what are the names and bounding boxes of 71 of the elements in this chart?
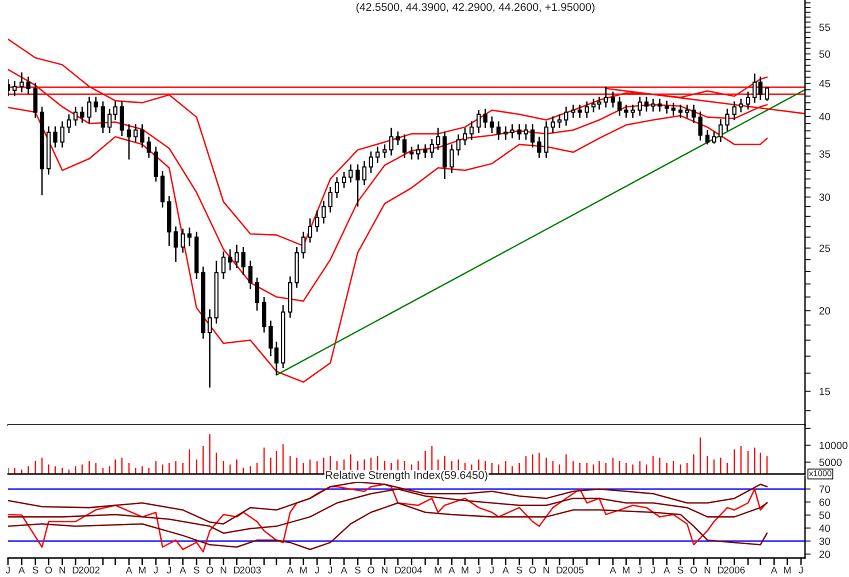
chart-title: (42.5500, 44.3900, 42.2900, 44.2600, +1.95000)	[356, 2, 594, 14]
x-tick-label: 2002	[78, 566, 100, 574]
x-tick-label: N	[382, 566, 388, 574]
y-tick-label: 5000	[819, 458, 842, 466]
x-tick-label: S	[516, 566, 522, 574]
y-tick-label: 70	[819, 486, 830, 493]
y-tick-label: 45	[819, 80, 830, 88]
y-tick-label: 40	[819, 524, 830, 532]
x-tick-label: A	[610, 566, 616, 574]
x-tick-label: N	[704, 566, 710, 574]
x-tick-label: J	[166, 566, 171, 574]
x-tick-label: 2006	[724, 566, 745, 574]
y-tick-label: 40	[819, 112, 830, 120]
x-tick-label: O	[368, 566, 374, 574]
x-tick-label: 2004	[401, 566, 422, 574]
x-tick-label: 2003	[240, 566, 261, 574]
x-tick-label: A	[502, 566, 509, 574]
x-tick-label: J	[638, 566, 642, 574]
y-tick-label: 30	[819, 194, 830, 201]
x-tick-label: J	[650, 566, 655, 574]
y-tick-label: 10000	[820, 442, 848, 450]
x-tick-label: S	[678, 566, 684, 574]
x-tick-label: D	[556, 566, 563, 574]
y-tick-label: 20	[819, 550, 830, 558]
y-tick-label: 50	[819, 50, 830, 58]
y-tick-label: 60	[819, 498, 830, 506]
x-tick-label: D	[234, 566, 240, 574]
x-tick-label: J	[314, 566, 319, 574]
y-tick-label: 55	[819, 24, 830, 32]
annotation: Relative Strength Index(59.6450)	[326, 470, 488, 482]
x-tick-label: O	[529, 566, 536, 574]
x-tick-label: N	[220, 566, 226, 574]
x-tick-label: A	[340, 566, 348, 574]
text: x1000	[809, 470, 832, 476]
x-tick-label: D	[72, 566, 79, 574]
x-tick-label: S	[354, 566, 361, 574]
x-tick-label: N	[60, 566, 66, 574]
x-tick-label: M	[462, 566, 468, 574]
y-tick-label: 35	[819, 150, 830, 158]
x-tick-label: A	[126, 566, 132, 574]
x-tick-label: A	[664, 566, 670, 574]
x-tick-label: S	[32, 566, 38, 574]
x-tick-label: 2005	[562, 566, 584, 574]
x-tick-label: S	[194, 566, 200, 574]
x-tick-label: M	[622, 566, 630, 574]
x-tick-label: M	[434, 566, 442, 574]
x-tick-label: M	[138, 566, 146, 574]
x-tick-label: D	[718, 566, 724, 574]
x-tick-label: J	[328, 566, 332, 574]
x-tick-label: A	[770, 566, 778, 574]
x-tick-label: A	[286, 566, 294, 574]
x-tick-label: J	[490, 566, 494, 574]
x-tick-label: O	[206, 566, 214, 574]
x-tick-label: A	[18, 566, 25, 574]
x-tick-label: N	[544, 566, 549, 574]
x-tick-label: O	[690, 566, 698, 574]
x-tick-label: J	[6, 566, 10, 574]
y-tick-label: 30	[819, 538, 830, 545]
x-tick-label: M	[300, 566, 307, 574]
y-tick-label: 20	[819, 307, 830, 315]
x-tick-label: M	[784, 566, 791, 574]
y-tick-label: 15	[820, 388, 830, 396]
x-tick-label: A	[448, 566, 455, 574]
x-tick-label: A	[180, 566, 186, 574]
x-tick-label: J	[154, 566, 158, 574]
x-tick-label: J	[476, 566, 480, 574]
x-tick-label: O	[45, 566, 52, 574]
x-tick-label: J	[798, 566, 803, 574]
y-tick-label: 50	[819, 512, 830, 519]
y-tick-label: 25	[819, 244, 830, 252]
x-tick-label: D	[395, 566, 401, 574]
